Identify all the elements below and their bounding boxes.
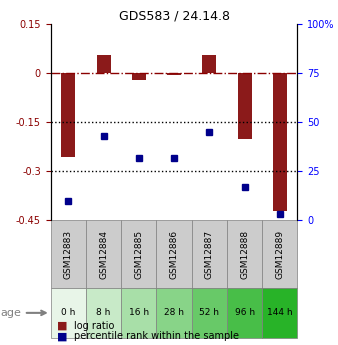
Text: ■: ■ bbox=[57, 321, 68, 331]
FancyBboxPatch shape bbox=[192, 288, 227, 338]
FancyBboxPatch shape bbox=[121, 220, 156, 288]
Bar bbox=[167, 73, 181, 75]
Text: GSM12886: GSM12886 bbox=[170, 229, 178, 278]
Text: 52 h: 52 h bbox=[199, 308, 219, 317]
Text: GSM12888: GSM12888 bbox=[240, 229, 249, 278]
FancyBboxPatch shape bbox=[51, 288, 86, 338]
FancyBboxPatch shape bbox=[121, 288, 156, 338]
FancyBboxPatch shape bbox=[86, 288, 121, 338]
Text: 16 h: 16 h bbox=[129, 308, 149, 317]
Text: 144 h: 144 h bbox=[267, 308, 293, 317]
Text: ■: ■ bbox=[57, 332, 68, 341]
FancyBboxPatch shape bbox=[227, 288, 262, 338]
FancyBboxPatch shape bbox=[86, 220, 121, 288]
FancyBboxPatch shape bbox=[192, 220, 227, 288]
FancyBboxPatch shape bbox=[156, 288, 192, 338]
Title: GDS583 / 24.14.8: GDS583 / 24.14.8 bbox=[119, 10, 230, 23]
FancyBboxPatch shape bbox=[227, 220, 262, 288]
FancyBboxPatch shape bbox=[262, 220, 297, 288]
Text: GSM12883: GSM12883 bbox=[64, 229, 73, 278]
Bar bbox=[132, 73, 146, 80]
Text: log ratio: log ratio bbox=[74, 321, 115, 331]
Text: GSM12889: GSM12889 bbox=[275, 229, 284, 278]
FancyBboxPatch shape bbox=[262, 288, 297, 338]
Bar bbox=[273, 73, 287, 210]
Text: GSM12887: GSM12887 bbox=[205, 229, 214, 278]
Bar bbox=[97, 55, 111, 73]
Text: 28 h: 28 h bbox=[164, 308, 184, 317]
Bar bbox=[202, 55, 216, 73]
FancyBboxPatch shape bbox=[51, 220, 86, 288]
Text: GSM12884: GSM12884 bbox=[99, 229, 108, 278]
Text: 96 h: 96 h bbox=[235, 308, 255, 317]
Text: 8 h: 8 h bbox=[96, 308, 111, 317]
Text: percentile rank within the sample: percentile rank within the sample bbox=[74, 332, 239, 341]
Text: 0 h: 0 h bbox=[61, 308, 75, 317]
Bar bbox=[238, 73, 251, 139]
FancyBboxPatch shape bbox=[156, 220, 192, 288]
Text: age: age bbox=[0, 308, 46, 318]
Bar bbox=[61, 73, 75, 157]
Text: GSM12885: GSM12885 bbox=[134, 229, 143, 278]
